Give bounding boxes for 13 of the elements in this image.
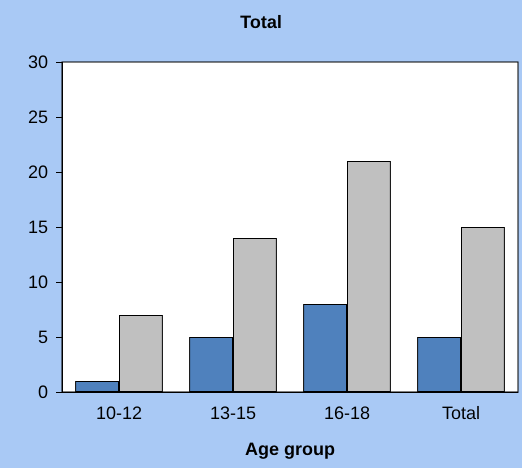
y-tick-label: 20 (28, 162, 48, 182)
y-tick-label: 0 (38, 382, 48, 402)
x-tick-label: 13-15 (210, 403, 256, 423)
y-tick-label: 25 (28, 107, 48, 127)
chart-title: Total (240, 12, 282, 32)
x-tick-label: 10-12 (96, 403, 142, 423)
y-tick-label: 10 (28, 272, 48, 292)
x-axis-title: Age group (245, 439, 335, 459)
y-tick-label: 15 (28, 217, 48, 237)
y-tick-label: 30 (28, 52, 48, 72)
x-tick-label: 16-18 (324, 403, 370, 423)
x-tick-label: Total (442, 403, 480, 423)
y-tick-label: 5 (38, 327, 48, 347)
